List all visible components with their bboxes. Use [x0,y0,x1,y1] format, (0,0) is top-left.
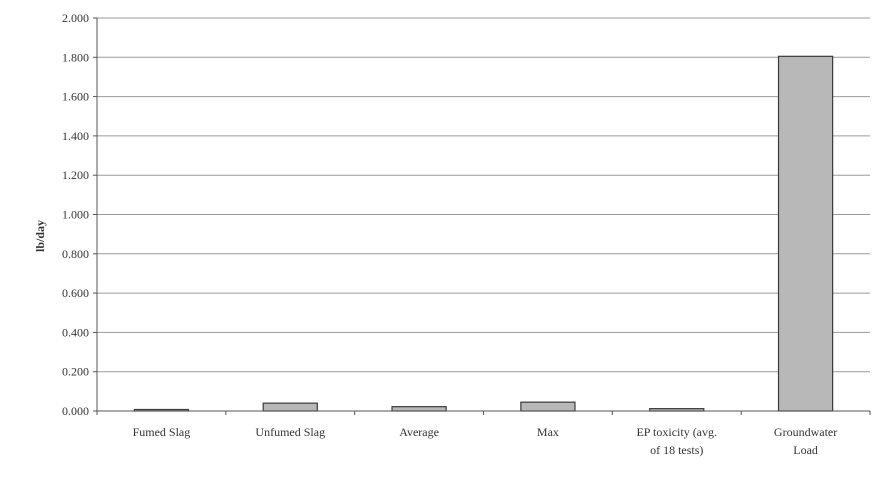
bar [262,402,318,412]
bar [391,406,447,412]
y-tick-label: 1.800 [62,50,89,64]
x-category-label: Max [537,425,559,439]
x-category-label: Average [399,425,439,439]
labels: 0.000 0.200 0.400 0.600 0.800 1.000 1.200 1.400… [62,11,837,457]
x-category-label: Fumed Slag [133,425,191,439]
y-tick-label: 0.400 [62,325,89,339]
y-tick-label: 0.600 [62,286,89,300]
y-tick-label: 1.400 [62,129,89,143]
axes [93,17,871,415]
y-tick-label: 1.200 [62,168,89,182]
x-category-label: EP toxicity (avg. of 18 tests) [636,425,717,457]
y-tick-label: 1.000 [62,208,89,222]
y-tick-label: 2.000 [62,11,89,25]
y-axis-title: lb/day [33,220,47,252]
x-category-label: Unfumed Slag [255,425,325,439]
bars [133,55,834,412]
gridlines [97,17,870,373]
y-tick-label: 1.600 [62,90,89,104]
bar [777,55,834,412]
x-category-label: Groundwater Load [774,425,837,457]
y-tick-label: 0.200 [62,365,89,379]
y-tick-label: 0.000 [62,404,89,418]
y-tick-label: 0.800 [62,247,89,261]
bar [520,401,576,412]
